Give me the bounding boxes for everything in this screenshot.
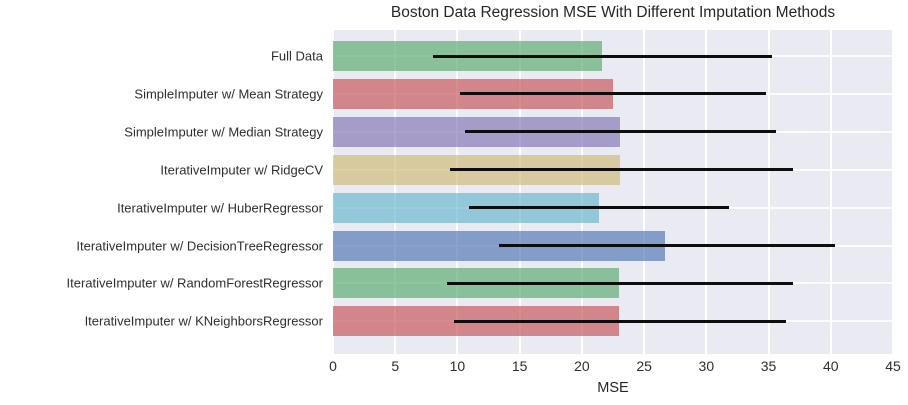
x-axis-label: MSE: [597, 380, 629, 396]
error-bar: [459, 92, 767, 96]
gridline-vertical: [705, 30, 708, 354]
category-label: IterativeImputer w/ RidgeCV: [160, 162, 323, 178]
x-axis-ticks: 0 5 10 15 20 25 30 35 40 45: [329, 358, 901, 376]
error-bar: [498, 244, 835, 247]
plot-area: [332, 30, 894, 354]
category-label: SimpleImputer w/ Mean Strategy: [134, 86, 323, 102]
category-label: IterativeImputer w/ KNeighborsRegressor: [84, 313, 323, 329]
gridline-vertical: [580, 30, 583, 354]
gridline-vertical: [332, 30, 334, 354]
gridline-vertical: [892, 30, 894, 354]
x-tick-label: 20: [574, 358, 590, 374]
error-bar: [432, 54, 773, 58]
category-label: IterativeImputer w/ HuberRegressor: [117, 200, 323, 216]
x-tick-label: 45: [885, 358, 901, 374]
x-tick-label: 10: [449, 358, 466, 374]
gridline-vertical: [456, 30, 459, 354]
error-bar: [449, 168, 794, 172]
gridline-vertical: [767, 30, 770, 354]
gridline-vertical: [394, 30, 397, 354]
error-bar: [453, 319, 786, 323]
x-tick-label: 25: [636, 358, 652, 374]
error-bar: [464, 130, 777, 134]
x-tick-label: 5: [391, 358, 400, 374]
x-tick-label: 0: [329, 358, 337, 374]
category-label: IterativeImputer w/ DecisionTreeRegresso…: [76, 238, 323, 253]
category-label: Full Data: [270, 48, 323, 64]
chart-title: Boston Data Regression MSE With Differen…: [390, 4, 836, 21]
x-tick-label: 15: [511, 358, 528, 374]
x-tick-label: 35: [760, 358, 777, 374]
x-tick-label: 40: [822, 358, 839, 374]
error-bar: [447, 281, 794, 285]
error-bar: [468, 206, 729, 210]
category-label: SimpleImputer w/ Median Strategy: [124, 124, 323, 140]
gridline-vertical: [829, 30, 832, 354]
x-tick-label: 30: [698, 358, 715, 374]
gridline-vertical: [518, 30, 521, 354]
gridline-vertical: [643, 30, 646, 354]
category-label: IterativeImputer w/ RandomForestRegresso…: [66, 275, 323, 291]
y-axis-labels: Full Data SimpleImputer w/ Mean Strategy S…: [0, 30, 323, 354]
